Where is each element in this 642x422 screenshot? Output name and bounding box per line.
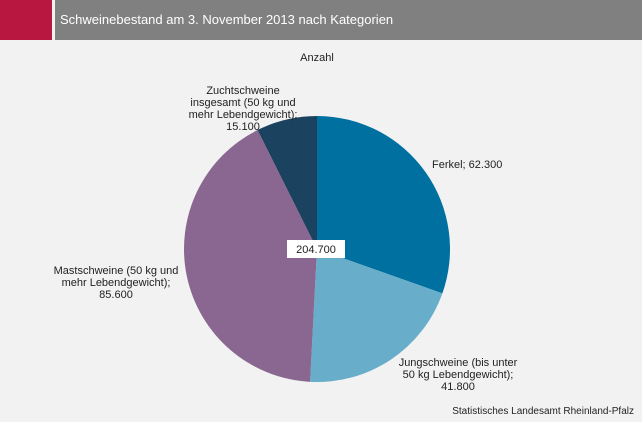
pie-slice-label-line: 41.800 <box>441 381 475 393</box>
pie-slice-label-line: insgesamt (50 kg und <box>190 97 295 109</box>
header-accent-block <box>0 0 52 40</box>
pie-slice-label-line: Jungschweine (bis unter <box>399 357 518 369</box>
pie-slice-label-3: Mastschweine (50 kg und mehr Lebendgewich… <box>54 265 179 301</box>
source-note: Statistisches Landesamt Rheinland-Pfalz <box>452 406 634 417</box>
pie-slice-label-line: 15.100 <box>226 121 260 133</box>
chart-subtitle: Anzahl <box>300 52 334 64</box>
pie-slice-label-4: Zuchtschweine insgesamt (50 kg und mehr Le… <box>189 85 298 133</box>
pie-slice-label-1: Ferkel; 62.300 <box>432 159 502 171</box>
pie-slice-1 <box>317 116 450 294</box>
pie-slice-label-line: 85.600 <box>99 289 133 301</box>
pie-slice-4 <box>257 116 317 249</box>
pie-slice-3 <box>184 130 317 382</box>
pie-total-box <box>287 240 345 258</box>
pie-slices <box>184 116 450 383</box>
pie-slice-label-line: mehr Lebendgewicht); <box>62 277 171 289</box>
pie-total-label: 204.700 <box>296 244 336 256</box>
pie-slice-label-line: 50 kg Lebendgewicht); <box>403 369 514 381</box>
chart-title: Schweinebestand am 3. November 2013 nach… <box>60 12 394 27</box>
pie-slice-label-line: Zuchtschweine <box>206 85 279 97</box>
pie-slice-label-line: Mastschweine (50 kg und <box>54 265 179 277</box>
pie-slice-labels: Ferkel; 62.300 Jungschweine (bis unter 50 … <box>54 85 518 393</box>
pie-slice-2 <box>310 249 443 383</box>
chart-header: Schweinebestand am 3. November 2013 nach… <box>0 0 642 40</box>
header-bar <box>55 0 642 40</box>
pie-total: 204.700 <box>287 240 345 258</box>
pie-slice-label-line: Ferkel; 62.300 <box>432 159 502 171</box>
pie-slice-label-2: Jungschweine (bis unter 50 kg Lebendgewic… <box>399 357 518 393</box>
pie-slice-label-line: mehr Lebendgewicht); <box>189 109 298 121</box>
